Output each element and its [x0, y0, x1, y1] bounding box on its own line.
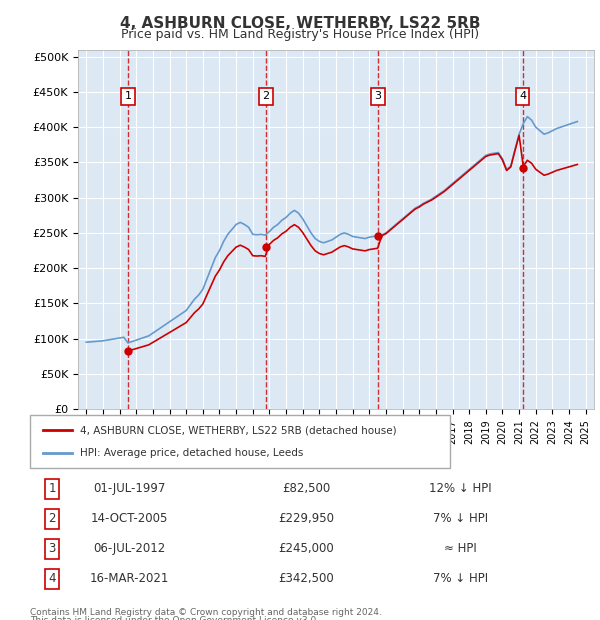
Text: 1: 1 — [124, 91, 131, 101]
Text: £342,500: £342,500 — [278, 572, 334, 585]
Text: HPI: Average price, detached house, Leeds: HPI: Average price, detached house, Leed… — [80, 448, 304, 458]
Text: £82,500: £82,500 — [282, 482, 330, 495]
Text: 2: 2 — [262, 91, 269, 101]
Text: ≈ HPI: ≈ HPI — [444, 542, 477, 556]
Text: 1: 1 — [49, 482, 56, 495]
Text: 4, ASHBURN CLOSE, WETHERBY, LS22 5RB: 4, ASHBURN CLOSE, WETHERBY, LS22 5RB — [120, 16, 480, 30]
Text: This data is licensed under the Open Government Licence v3.0.: This data is licensed under the Open Gov… — [30, 616, 319, 620]
Text: 4: 4 — [519, 91, 526, 101]
Text: 14-OCT-2005: 14-OCT-2005 — [91, 513, 168, 525]
Text: 4: 4 — [49, 572, 56, 585]
Text: 7% ↓ HPI: 7% ↓ HPI — [433, 513, 488, 525]
Text: 3: 3 — [374, 91, 381, 101]
Text: £245,000: £245,000 — [278, 542, 334, 556]
Text: 4, ASHBURN CLOSE, WETHERBY, LS22 5RB (detached house): 4, ASHBURN CLOSE, WETHERBY, LS22 5RB (de… — [80, 425, 397, 435]
Text: 01-JUL-1997: 01-JUL-1997 — [93, 482, 166, 495]
Text: 7% ↓ HPI: 7% ↓ HPI — [433, 572, 488, 585]
Text: Contains HM Land Registry data © Crown copyright and database right 2024.: Contains HM Land Registry data © Crown c… — [30, 608, 382, 617]
Text: 06-JUL-2012: 06-JUL-2012 — [93, 542, 166, 556]
Text: 3: 3 — [49, 542, 56, 556]
Text: £229,950: £229,950 — [278, 513, 334, 525]
Text: 16-MAR-2021: 16-MAR-2021 — [89, 572, 169, 585]
Text: 2: 2 — [49, 513, 56, 525]
Text: Price paid vs. HM Land Registry's House Price Index (HPI): Price paid vs. HM Land Registry's House … — [121, 28, 479, 41]
FancyBboxPatch shape — [30, 415, 450, 468]
Text: 12% ↓ HPI: 12% ↓ HPI — [429, 482, 492, 495]
